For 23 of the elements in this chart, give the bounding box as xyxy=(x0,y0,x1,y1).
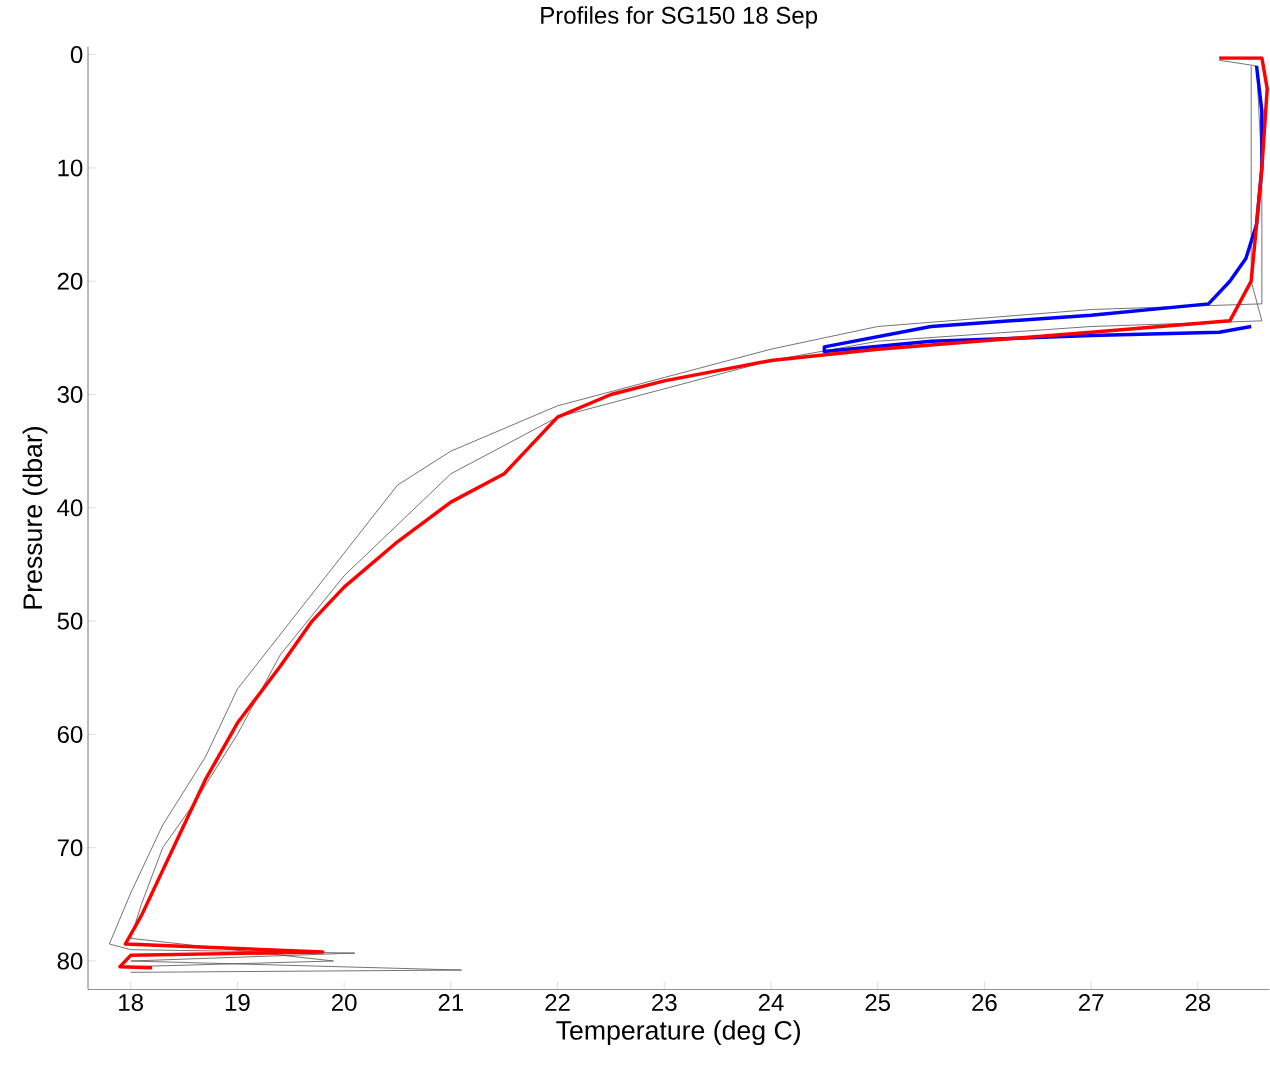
y-tick-label: 30 xyxy=(57,385,83,403)
x-tick-label: 18 xyxy=(119,994,143,1012)
x-tick-label: 22 xyxy=(545,994,570,1011)
y-tick-label: 0 xyxy=(70,46,83,64)
chart-title: Profiles for SG150 18 Sep xyxy=(541,6,818,29)
x-tick-label: 21 xyxy=(438,994,463,1011)
x-tick-label: 23 xyxy=(652,994,677,1012)
x-tick-label: 26 xyxy=(972,994,997,1012)
x-tick-label: 25 xyxy=(865,994,891,1012)
y-tick-label: 60 xyxy=(57,725,83,743)
x-axis-title: Temperature (deg C) xyxy=(556,1020,800,1046)
y-tick-label: 80 xyxy=(57,952,83,970)
y-tick-label: 50 xyxy=(57,612,83,630)
y-tick-label: 10 xyxy=(58,159,83,177)
y-tick-label: 20 xyxy=(57,272,83,290)
x-tick-label: 20 xyxy=(331,994,357,1012)
x-tick-label: 19 xyxy=(225,994,250,1012)
x-tick-label: 28 xyxy=(1185,994,1211,1012)
y-axis-title: Pressure (dbar) xyxy=(22,427,48,609)
y-tick-label: 40 xyxy=(57,499,83,517)
x-tick-label: 27 xyxy=(1078,994,1104,1011)
x-tick-label: 24 xyxy=(758,994,784,1011)
y-tick-label: 70 xyxy=(57,839,83,857)
